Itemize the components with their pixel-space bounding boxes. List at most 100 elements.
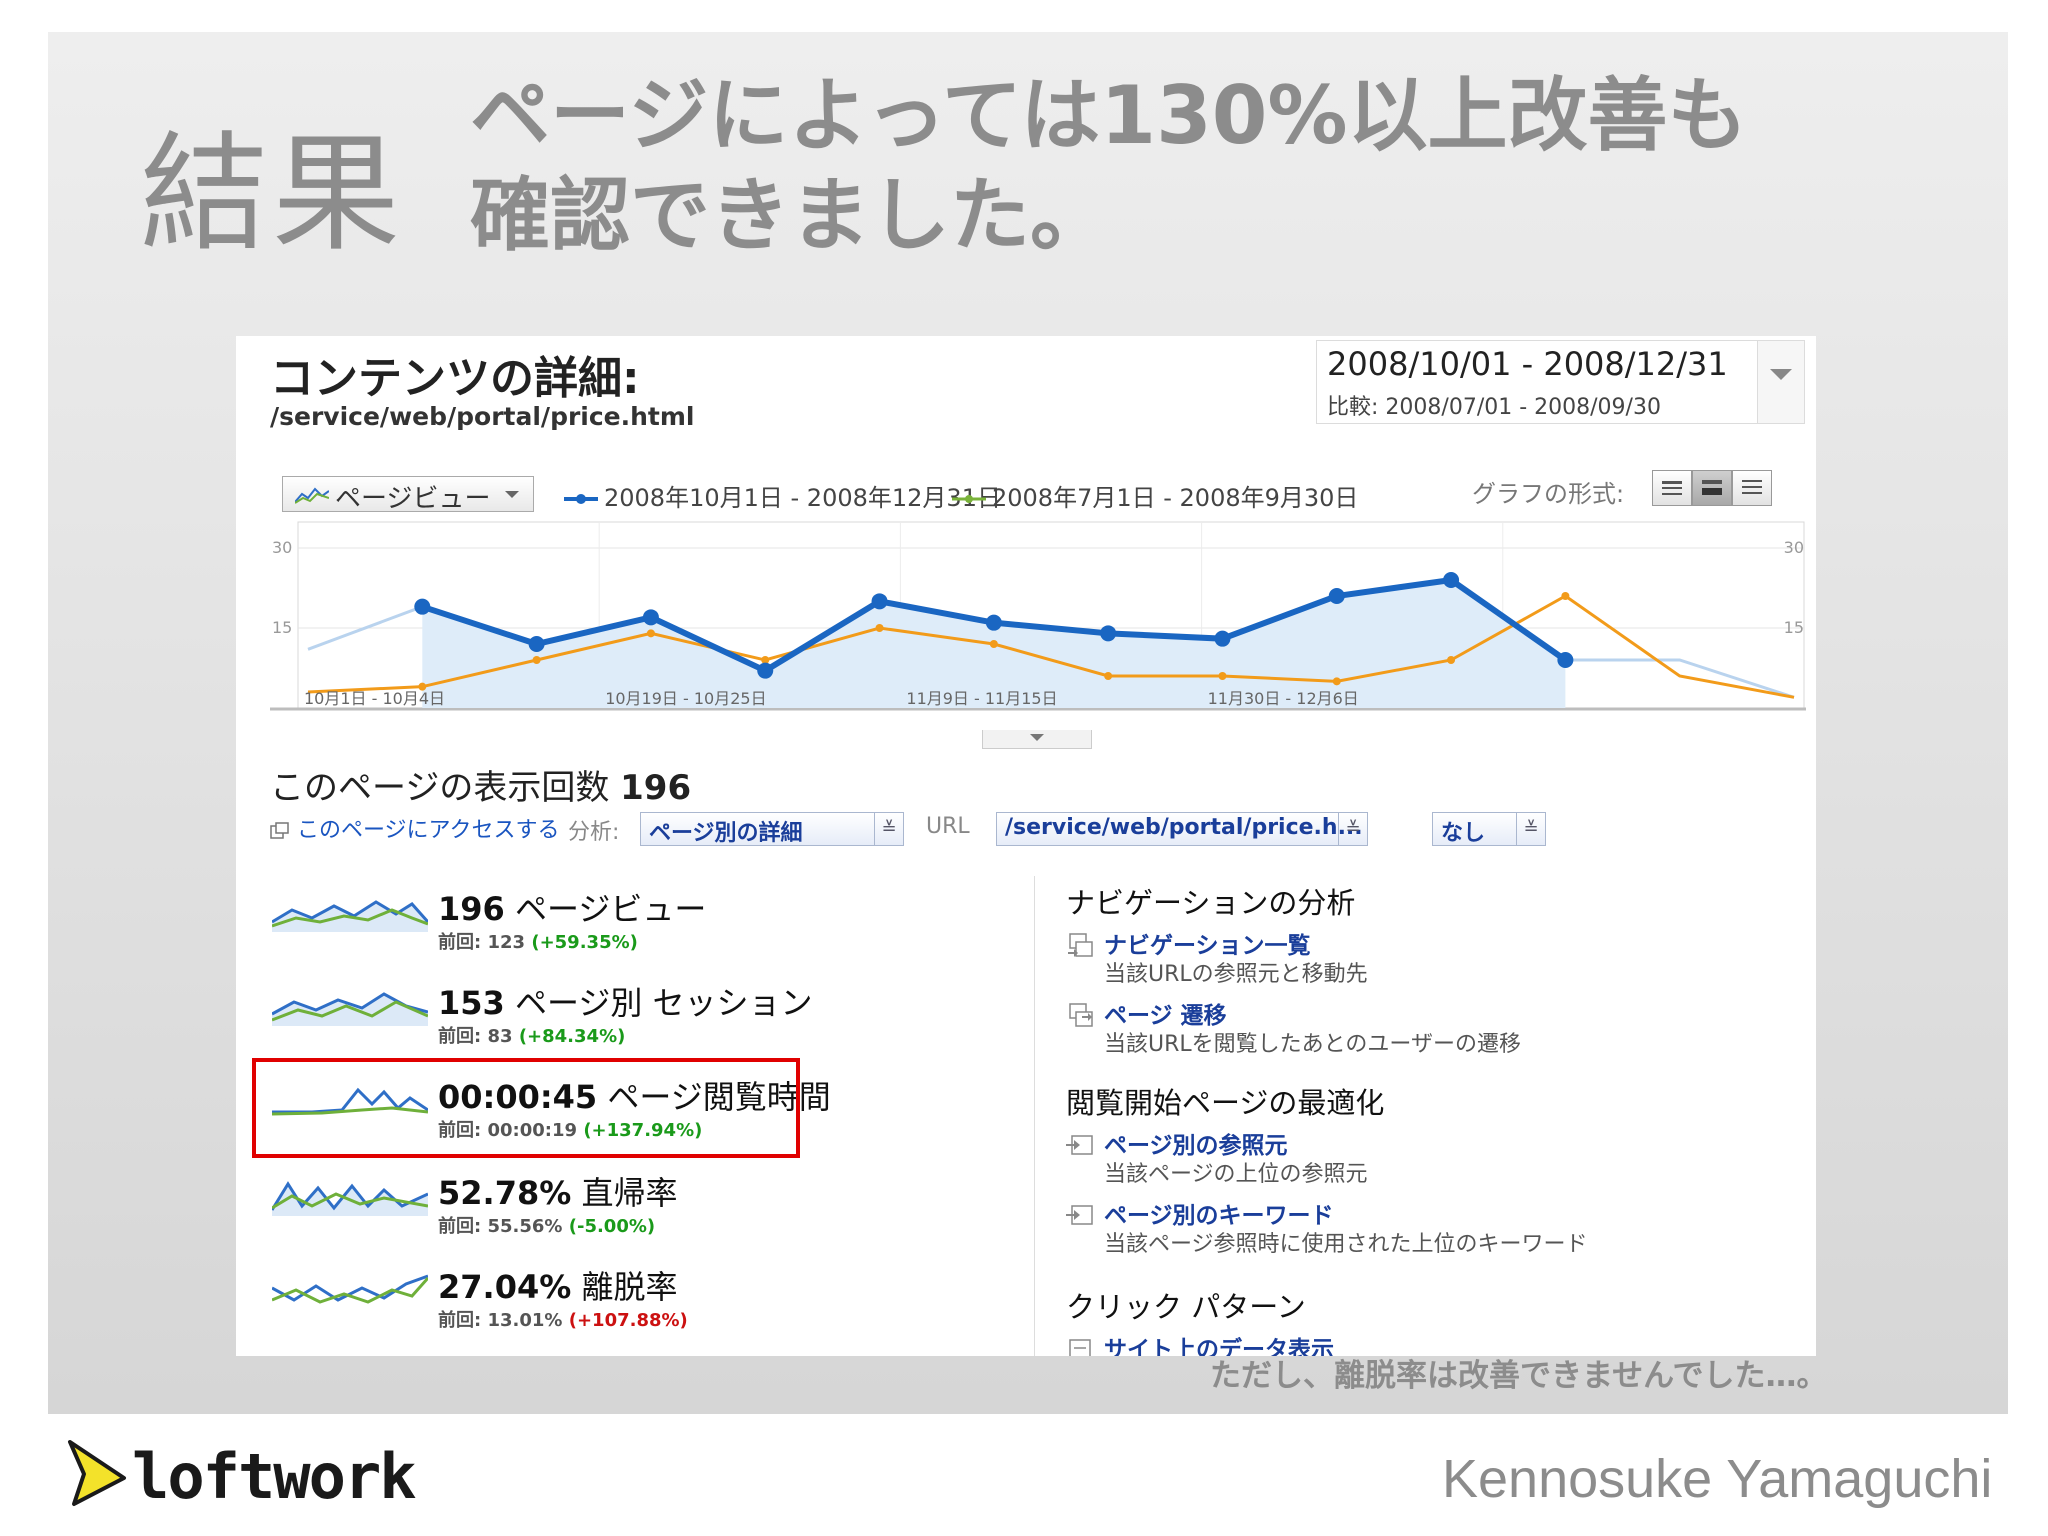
logo-mark-icon <box>68 1440 126 1506</box>
section-title-click-patterns: クリック パターン <box>1066 1290 1306 1324</box>
metric-value: 00:00:45 ページ閲覧時間 <box>438 1078 831 1116</box>
metric-change: (+59.35%) <box>531 932 638 953</box>
loftwork-logo: loftwork <box>64 1438 484 1518</box>
series-previous-point <box>1218 672 1227 680</box>
series-previous-point <box>532 656 541 664</box>
metric-value: 52.78% 直帰率 <box>438 1174 678 1212</box>
metric-change: (+84.34%) <box>518 1026 626 1047</box>
nav-item-label: ナビゲーション一覧 <box>1104 933 1311 959</box>
motion-chart-icon[interactable] <box>1692 470 1732 506</box>
chevron-down-icon <box>1770 369 1792 380</box>
series-current-point <box>642 609 659 626</box>
nav-item-description: 当該URLを閲覧したあとのユーザーの遷移 <box>1104 1032 1521 1057</box>
metric-value: 27.04% 離脱率 <box>438 1268 678 1306</box>
analysis-select-value: ページ別の詳細 <box>649 821 803 846</box>
logo-text: loftwork <box>132 1440 417 1513</box>
double-chevron-down-icon: ≚ <box>1338 813 1367 845</box>
chart-collapse-toggle[interactable] <box>982 730 1092 749</box>
metric-time-on-page[interactable]: 00:00:45 ページ閲覧時間 前回: 00:00:19 (+137.94%) <box>272 1072 831 1152</box>
x-tick-label: 10月19日 - 10月25日 <box>605 689 766 708</box>
series-current-point <box>1443 572 1460 588</box>
series-current-point <box>1328 588 1345 604</box>
series-previous-point <box>418 682 427 691</box>
entrance-paths-icon <box>1069 1003 1093 1027</box>
sparkline-icon <box>272 992 428 1026</box>
metric-bounce-rate[interactable]: 52.78% 直帰率 前回: 55.56% (-5.00%) <box>272 1168 792 1248</box>
analysis-label: 分析: <box>568 820 620 845</box>
nav-item-label: サイト上のデータ表示 <box>1104 1337 1334 1356</box>
nav-item-description: 当該ページ参照時に使用された上位のキーワード <box>1104 1232 1588 1257</box>
external-link-icon <box>270 822 289 839</box>
page-views-heading: このページの表示回数 196 <box>270 760 691 809</box>
metric-previous: 前回: 13.01% (+107.88%) <box>438 1310 688 1331</box>
nav-item-description: 当該URLの参照元と移動先 <box>1104 962 1368 987</box>
nav-item-entrance-keywords[interactable]: ページ別のキーワード 当該ページ参照時に使用された上位のキーワード <box>1066 1196 1726 1257</box>
metric-value: 196 ページビュー <box>438 890 707 928</box>
page-path: /service/web/portal/price.html <box>270 402 695 431</box>
series-current-point <box>1100 625 1117 642</box>
chevron-down-icon <box>1030 734 1044 741</box>
nav-item-entrance-paths[interactable]: ページ 遷移 当該URLを閲覧したあとのユーザーの遷移 <box>1066 996 1726 1057</box>
views-count: 196 <box>620 768 692 808</box>
graph-type-label: グラフの形式: <box>1472 480 1625 508</box>
segment-select[interactable]: なし ≚ <box>1432 812 1546 846</box>
visit-page-link[interactable]: このページにアクセスする <box>270 812 559 844</box>
legend-swatch-current <box>564 494 598 504</box>
footnote: ただし、離脱率は改善できませんでした…。 <box>1210 1358 1828 1394</box>
column-divider <box>1034 876 1035 1356</box>
navigation-summary-icon <box>1068 933 1093 957</box>
nav-item-entrance-sources[interactable]: ページ別の参照元 当該ページの上位の参照元 <box>1066 1126 1726 1187</box>
series-previous-point <box>875 624 884 632</box>
compare-label: 比較: <box>1327 395 1379 420</box>
visit-page-link-label: このページにアクセスする <box>297 818 560 843</box>
url-select[interactable]: /service/web/portal/price.h... ≚ <box>996 812 1368 846</box>
y-tick-label: 30 <box>272 538 292 557</box>
date-range-picker[interactable]: 2008/10/01 - 2008/12/31 比較: 2008/07/01 -… <box>1316 340 1758 424</box>
site-overlay-icon <box>1069 1339 1091 1356</box>
table-icon[interactable] <box>1732 470 1772 506</box>
series-previous-point <box>646 629 655 638</box>
metric-previous: 前回: 123 (+59.35%) <box>438 932 638 953</box>
double-chevron-down-icon: ≚ <box>874 813 903 845</box>
x-tick-label: 11月30日 - 12月6日 <box>1208 689 1359 708</box>
pageview-chart: 30 30 15 15 10月1日 - 10月4日 10月19日 - 10月25日 11月9… <box>270 521 1806 711</box>
series-current-point <box>1557 652 1574 668</box>
series-current-point <box>414 598 431 615</box>
metric-exit-rate[interactable]: 27.04% 離脱率 前回: 13.01% (+107.88%) <box>272 1262 792 1342</box>
x-tick-label: 10月1日 - 10月4日 <box>304 689 445 708</box>
nav-item-site-overlay[interactable]: サイト上のデータ表示 <box>1066 1330 1726 1356</box>
double-chevron-down-icon: ≚ <box>1516 813 1545 845</box>
date-range-dropdown-button[interactable] <box>1758 340 1805 424</box>
entrance-sources-icon <box>1066 1135 1093 1155</box>
sparkline-icon <box>272 1087 428 1116</box>
metric-previous: 前回: 83 (+84.34%) <box>438 1026 626 1047</box>
nav-item-description: 当該ページの上位の参照元 <box>1104 1162 1368 1187</box>
metric-select[interactable]: ページビュー <box>282 476 534 514</box>
x-tick-label: 11月9日 - 11月15日 <box>906 689 1057 708</box>
series-current-point <box>528 636 545 652</box>
metric-pageviews[interactable]: 196 ページビュー 前回: 123 (+59.35%) <box>272 884 792 964</box>
timeline-icon[interactable] <box>1652 470 1692 506</box>
url-select-value: /service/web/portal/price.h... <box>1005 815 1363 840</box>
sparkline-icon <box>272 900 428 932</box>
series-previous-point <box>1104 672 1113 680</box>
analytics-screenshot: コンテンツの詳細: /service/web/portal/price.html… <box>236 336 1816 1356</box>
legend-swatch-previous <box>952 495 986 503</box>
trend-line-icon <box>295 487 329 504</box>
slide-headline: ページによっては130%以上改善も 確認できました。 <box>470 66 1870 266</box>
nav-item-navigation-summary[interactable]: ナビゲーション一覧 当該URLの参照元と移動先 <box>1066 926 1726 987</box>
views-label: このページの表示回数 <box>270 768 610 808</box>
headline-line-2: 確認できました。 <box>470 169 1110 262</box>
nav-item-label: ページ別のキーワード <box>1104 1203 1334 1229</box>
metric-change: (-5.00%) <box>568 1216 656 1237</box>
chevron-down-icon <box>505 491 519 498</box>
compare-range-value: 2008/07/01 - 2008/09/30 <box>1385 395 1661 420</box>
y-tick-label: 15 <box>1784 618 1804 637</box>
series-previous-point <box>761 656 770 664</box>
metric-sessions[interactable]: 153 ページ別 セッション 前回: 83 (+84.34%) <box>272 978 813 1058</box>
series-current-point <box>985 614 1002 631</box>
analysis-select[interactable]: ページ別の詳細 ≚ <box>640 812 904 846</box>
author-name: Kennosuke Yamaguchi <box>1442 1449 1993 1509</box>
highlight-box <box>252 1058 800 1158</box>
legend-previous: 2008年7月1日 - 2008年9月30日 <box>952 478 1358 513</box>
